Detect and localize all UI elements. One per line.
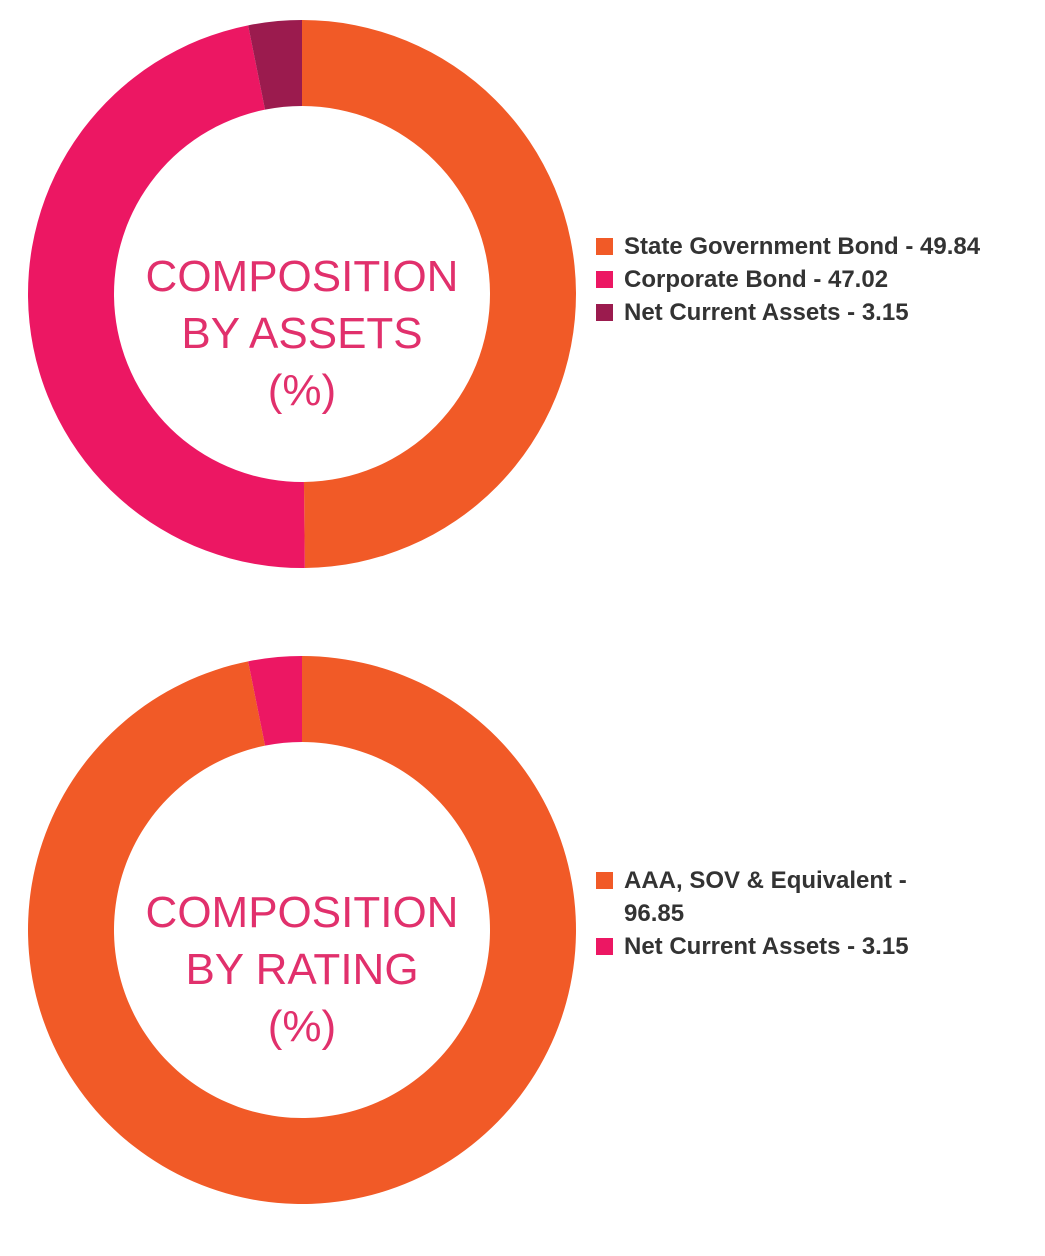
- legend-label: AAA, SOV & Equivalent - 96.85: [624, 867, 907, 927]
- legend-swatch: [596, 271, 613, 288]
- donut-chart: [27, 656, 576, 1204]
- donut-slice-net-current-assets: [248, 20, 302, 110]
- center-title-line: BY ASSETS: [181, 309, 423, 358]
- donut-slice-state-government-bond: [302, 20, 576, 568]
- legend: State Government Bond - 49.84 Corporate B…: [596, 230, 1036, 329]
- donut-slice-corporate-bond: [28, 25, 305, 569]
- legend-item: Net Current Assets - 3.15: [596, 296, 1036, 329]
- legend-swatch: [596, 304, 613, 321]
- legend-label: Net Current Assets - 3.15: [624, 933, 909, 960]
- legend-swatch: [596, 872, 613, 889]
- legend-label: Net Current Assets - 3.15: [624, 299, 909, 326]
- donut-center-title: COMPOSITION BY ASSETS (%): [102, 248, 502, 419]
- donut-slice-aaa-sov-equivalent: [27, 656, 576, 1204]
- legend-item: AAA, SOV & Equivalent - 96.85: [596, 864, 956, 930]
- center-title-line: COMPOSITION: [145, 888, 459, 937]
- donut-slice-net-current-assets: [248, 656, 302, 746]
- legend-swatch: [596, 938, 613, 955]
- center-title-line: (%): [267, 1002, 337, 1051]
- composition-by-assets-chart: COMPOSITION BY ASSETS (%) State Governme…: [0, 0, 1045, 620]
- composition-by-rating-chart: COMPOSITION BY RATING (%) AAA, SOV & Equ…: [0, 636, 1045, 1256]
- center-title-line: (%): [267, 366, 337, 415]
- legend-item: Net Current Assets - 3.15: [596, 930, 956, 963]
- center-title-line: BY RATING: [185, 945, 419, 994]
- donut-chart: [28, 20, 576, 569]
- legend: AAA, SOV & Equivalent - 96.85 Net Current…: [596, 864, 956, 963]
- legend-item: Corporate Bond - 47.02: [596, 263, 1036, 296]
- legend-label: Corporate Bond - 47.02: [624, 266, 889, 293]
- legend-label: State Government Bond - 49.84: [624, 233, 981, 260]
- donut-center-title: COMPOSITION BY RATING (%): [102, 884, 502, 1055]
- legend-item: State Government Bond - 49.84: [596, 230, 1036, 263]
- center-title-line: COMPOSITION: [145, 252, 459, 301]
- legend-swatch: [596, 238, 613, 255]
